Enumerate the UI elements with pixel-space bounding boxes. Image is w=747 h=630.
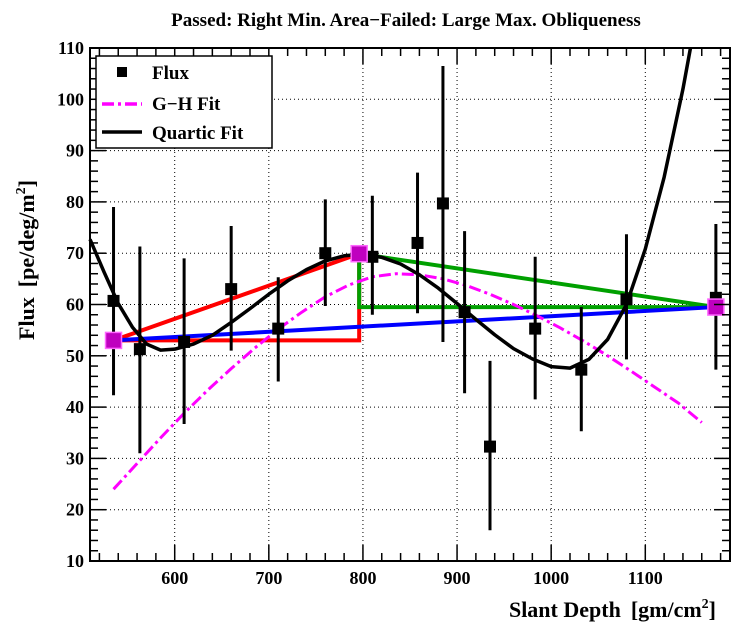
x-axis-units-sup: 2 [702,597,709,612]
flux-point-13 [620,293,633,306]
y-axis-title: Flux [pe/deg/m2] [14,180,39,340]
flux-points-layer [107,65,722,531]
y-tick-label-10: 10 [66,551,84,571]
y-tick-label-80: 80 [66,192,84,212]
flux-point-9 [458,306,471,319]
flux-point-10 [484,440,496,453]
chart-title: Passed: Right Min. Area−Failed: Large Ma… [171,10,641,31]
flux-point-2 [178,335,191,348]
flux-point-8 [436,197,449,210]
x-tick-label-1100: 1100 [628,568,663,588]
x-axis-title: Slant Depth [gm/cm2] [509,597,716,622]
y-tick-label-70: 70 [66,243,84,263]
x-tick-label-1000: 1000 [533,568,569,588]
y-axis-units-end: ] [14,180,39,187]
flux-point-7 [411,236,424,249]
anchor-point-peak [350,244,368,263]
x-axis-units: [gm/cm [631,597,702,622]
flux-point-3 [225,283,238,296]
y-tick-label-20: 20 [66,500,84,520]
y-axis-units: [pe/deg/m [14,194,39,287]
gh-fit-line [112,272,703,491]
legend-gh-label: G−H Fit [152,94,221,115]
y-tick-label-60: 60 [66,295,84,315]
anchor-point-left [104,331,123,350]
legend-quartic-label: Quartic Fit [152,123,244,144]
x-axis-units-end: ] [709,597,716,622]
flux-point-5 [319,247,332,260]
quartic-fit-line [88,47,693,370]
flux-point-11 [529,322,542,335]
y-tick-label-100: 100 [57,89,84,109]
anchor-point-right [707,298,725,316]
fits-layer [88,47,703,491]
y-tick-label-50: 50 [66,346,84,366]
y-tick-label-30: 30 [66,448,84,468]
y-axis-label: Flux [14,297,39,340]
x-tick-label-700: 700 [255,568,282,588]
x-axis-label: Slant Depth [509,597,621,622]
flux-point-0 [107,294,120,307]
x-tick-label-600: 600 [161,568,188,588]
x-tick-label-800: 800 [349,568,376,588]
axes [89,47,731,562]
y-axis-units-sup: 2 [14,187,29,194]
flux-point-4 [272,322,285,335]
legend: Flux G−H Fit Quartic Fit [95,55,273,149]
y-tick-label-110: 110 [58,38,84,58]
flux-point-6 [366,250,379,263]
y-tick-label-40: 40 [66,397,84,417]
y-tick-label-90: 90 [66,141,84,161]
x-tick-label-900: 900 [444,568,471,588]
tick-labels: 10 20 30 40 50 60 70 80 90 100 110 600 700 800 900 1000… [57,38,663,588]
flux-point-1 [133,343,146,356]
legend-flux-marker [117,67,127,77]
legend-flux-label: Flux [152,63,189,84]
anchor-points-layer [104,244,725,350]
flux-point-12 [575,363,588,376]
